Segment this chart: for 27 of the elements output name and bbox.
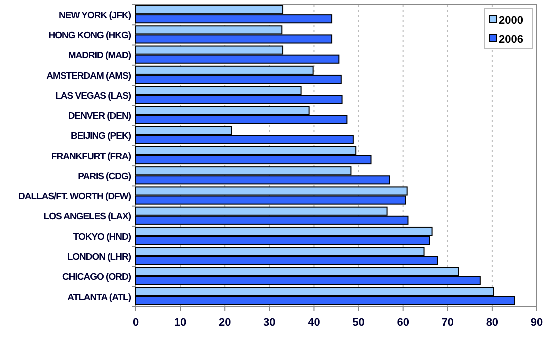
x-tick-label: 90 bbox=[530, 317, 544, 329]
x-tick-label: 60 bbox=[397, 317, 410, 329]
y-tick-label: LOS ANGELES (LAX) bbox=[44, 212, 132, 223]
y-tick-label: HONG KONG (HKG) bbox=[48, 30, 132, 42]
y-tick-label: PARIS (CDG) bbox=[78, 171, 132, 182]
x-tick-label: 30 bbox=[264, 317, 276, 329]
legend-label: 2000 bbox=[499, 14, 524, 27]
x-tick-label: 50 bbox=[352, 317, 365, 329]
y-tick-label: DALLAS/FT. WORTH (DFW) bbox=[18, 192, 132, 203]
legend-label: 2006 bbox=[499, 34, 524, 46]
x-tick-label: 20 bbox=[218, 317, 232, 329]
y-tick-label: LONDON (LHR) bbox=[67, 252, 132, 263]
y-tick-label: NEW YORK (JFK) bbox=[59, 10, 132, 22]
y-tick-label: FRANKFURT (FRA) bbox=[51, 151, 132, 162]
y-tick-label: LAS VEGAS (LAS) bbox=[56, 90, 132, 102]
y-tick-label: CHICAGO (ORD) bbox=[62, 272, 132, 284]
y-tick-label: ATLANTA (ATL) bbox=[68, 292, 132, 304]
x-tick-label: 10 bbox=[174, 317, 187, 329]
x-tick-label: 70 bbox=[442, 317, 454, 329]
y-tick-label: TOKYO (HND) bbox=[73, 232, 132, 243]
y-tick-label: MADRID (MAD) bbox=[68, 50, 132, 62]
x-tick-label: 0 bbox=[132, 317, 140, 329]
y-tick-label: BEIJING (PEK) bbox=[70, 131, 132, 142]
x-tick-label: 80 bbox=[486, 317, 499, 329]
y-tick-label: AMSTERDAM (AMS) bbox=[46, 70, 132, 82]
y-tick-label: DENVER (DEN) bbox=[68, 111, 132, 122]
x-tick-label: 40 bbox=[308, 317, 320, 329]
